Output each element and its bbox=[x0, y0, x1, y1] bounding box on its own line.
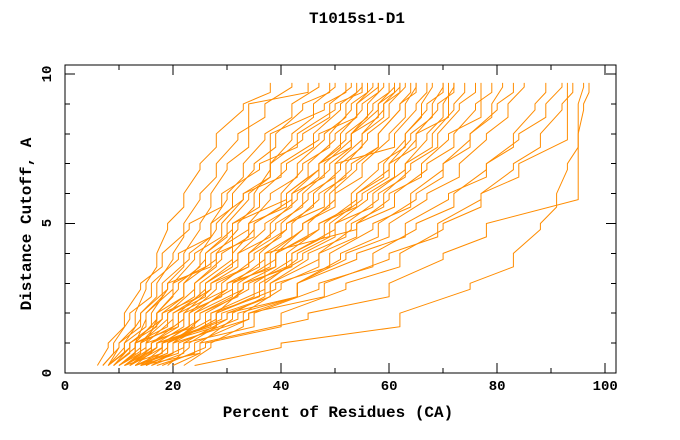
prediction-curve bbox=[145, 82, 547, 366]
prediction-curve bbox=[134, 82, 379, 366]
prediction-curve bbox=[167, 82, 417, 366]
x-tick-label: 20 bbox=[164, 379, 182, 395]
x-axis-title: Percent of Residues (CA) bbox=[222, 404, 454, 422]
prediction-curve bbox=[102, 82, 271, 366]
prediction-curve bbox=[96, 82, 363, 366]
prediction-curve bbox=[183, 82, 476, 366]
prediction-curve bbox=[113, 82, 455, 366]
prediction-curve bbox=[135, 82, 482, 366]
x-tick-label: 80 bbox=[488, 379, 506, 395]
y-tick-label: 0 bbox=[40, 368, 56, 378]
prediction-curve bbox=[129, 82, 401, 366]
plot-border bbox=[64, 64, 617, 374]
x-tick-label: 60 bbox=[380, 379, 398, 395]
prediction-curve bbox=[172, 82, 444, 366]
y-tick-label: 5 bbox=[40, 219, 56, 228]
prediction-curve bbox=[107, 82, 395, 366]
prediction-curve bbox=[162, 82, 574, 366]
prediction-curve bbox=[107, 82, 331, 366]
y-tick-label: 10 bbox=[40, 65, 56, 83]
prediction-curve bbox=[140, 82, 525, 366]
prediction-curve bbox=[118, 82, 466, 366]
x-tick-label: 100 bbox=[592, 379, 618, 395]
prediction-curve bbox=[134, 82, 417, 366]
prediction-curve bbox=[129, 82, 514, 366]
x-tick-label: 0 bbox=[60, 379, 70, 395]
prediction-curve bbox=[140, 82, 585, 366]
x-tick-label: 40 bbox=[272, 379, 290, 395]
prediction-curve bbox=[118, 82, 395, 366]
prediction-curve bbox=[124, 82, 336, 366]
prediction-curve bbox=[124, 82, 563, 366]
prediction-curve bbox=[102, 82, 379, 366]
prediction-curve bbox=[194, 82, 590, 366]
prediction-curve bbox=[135, 82, 568, 366]
chart-title: T1015s1-D1 bbox=[308, 10, 406, 28]
prediction-curves bbox=[96, 82, 590, 366]
prediction-curve bbox=[124, 82, 493, 366]
